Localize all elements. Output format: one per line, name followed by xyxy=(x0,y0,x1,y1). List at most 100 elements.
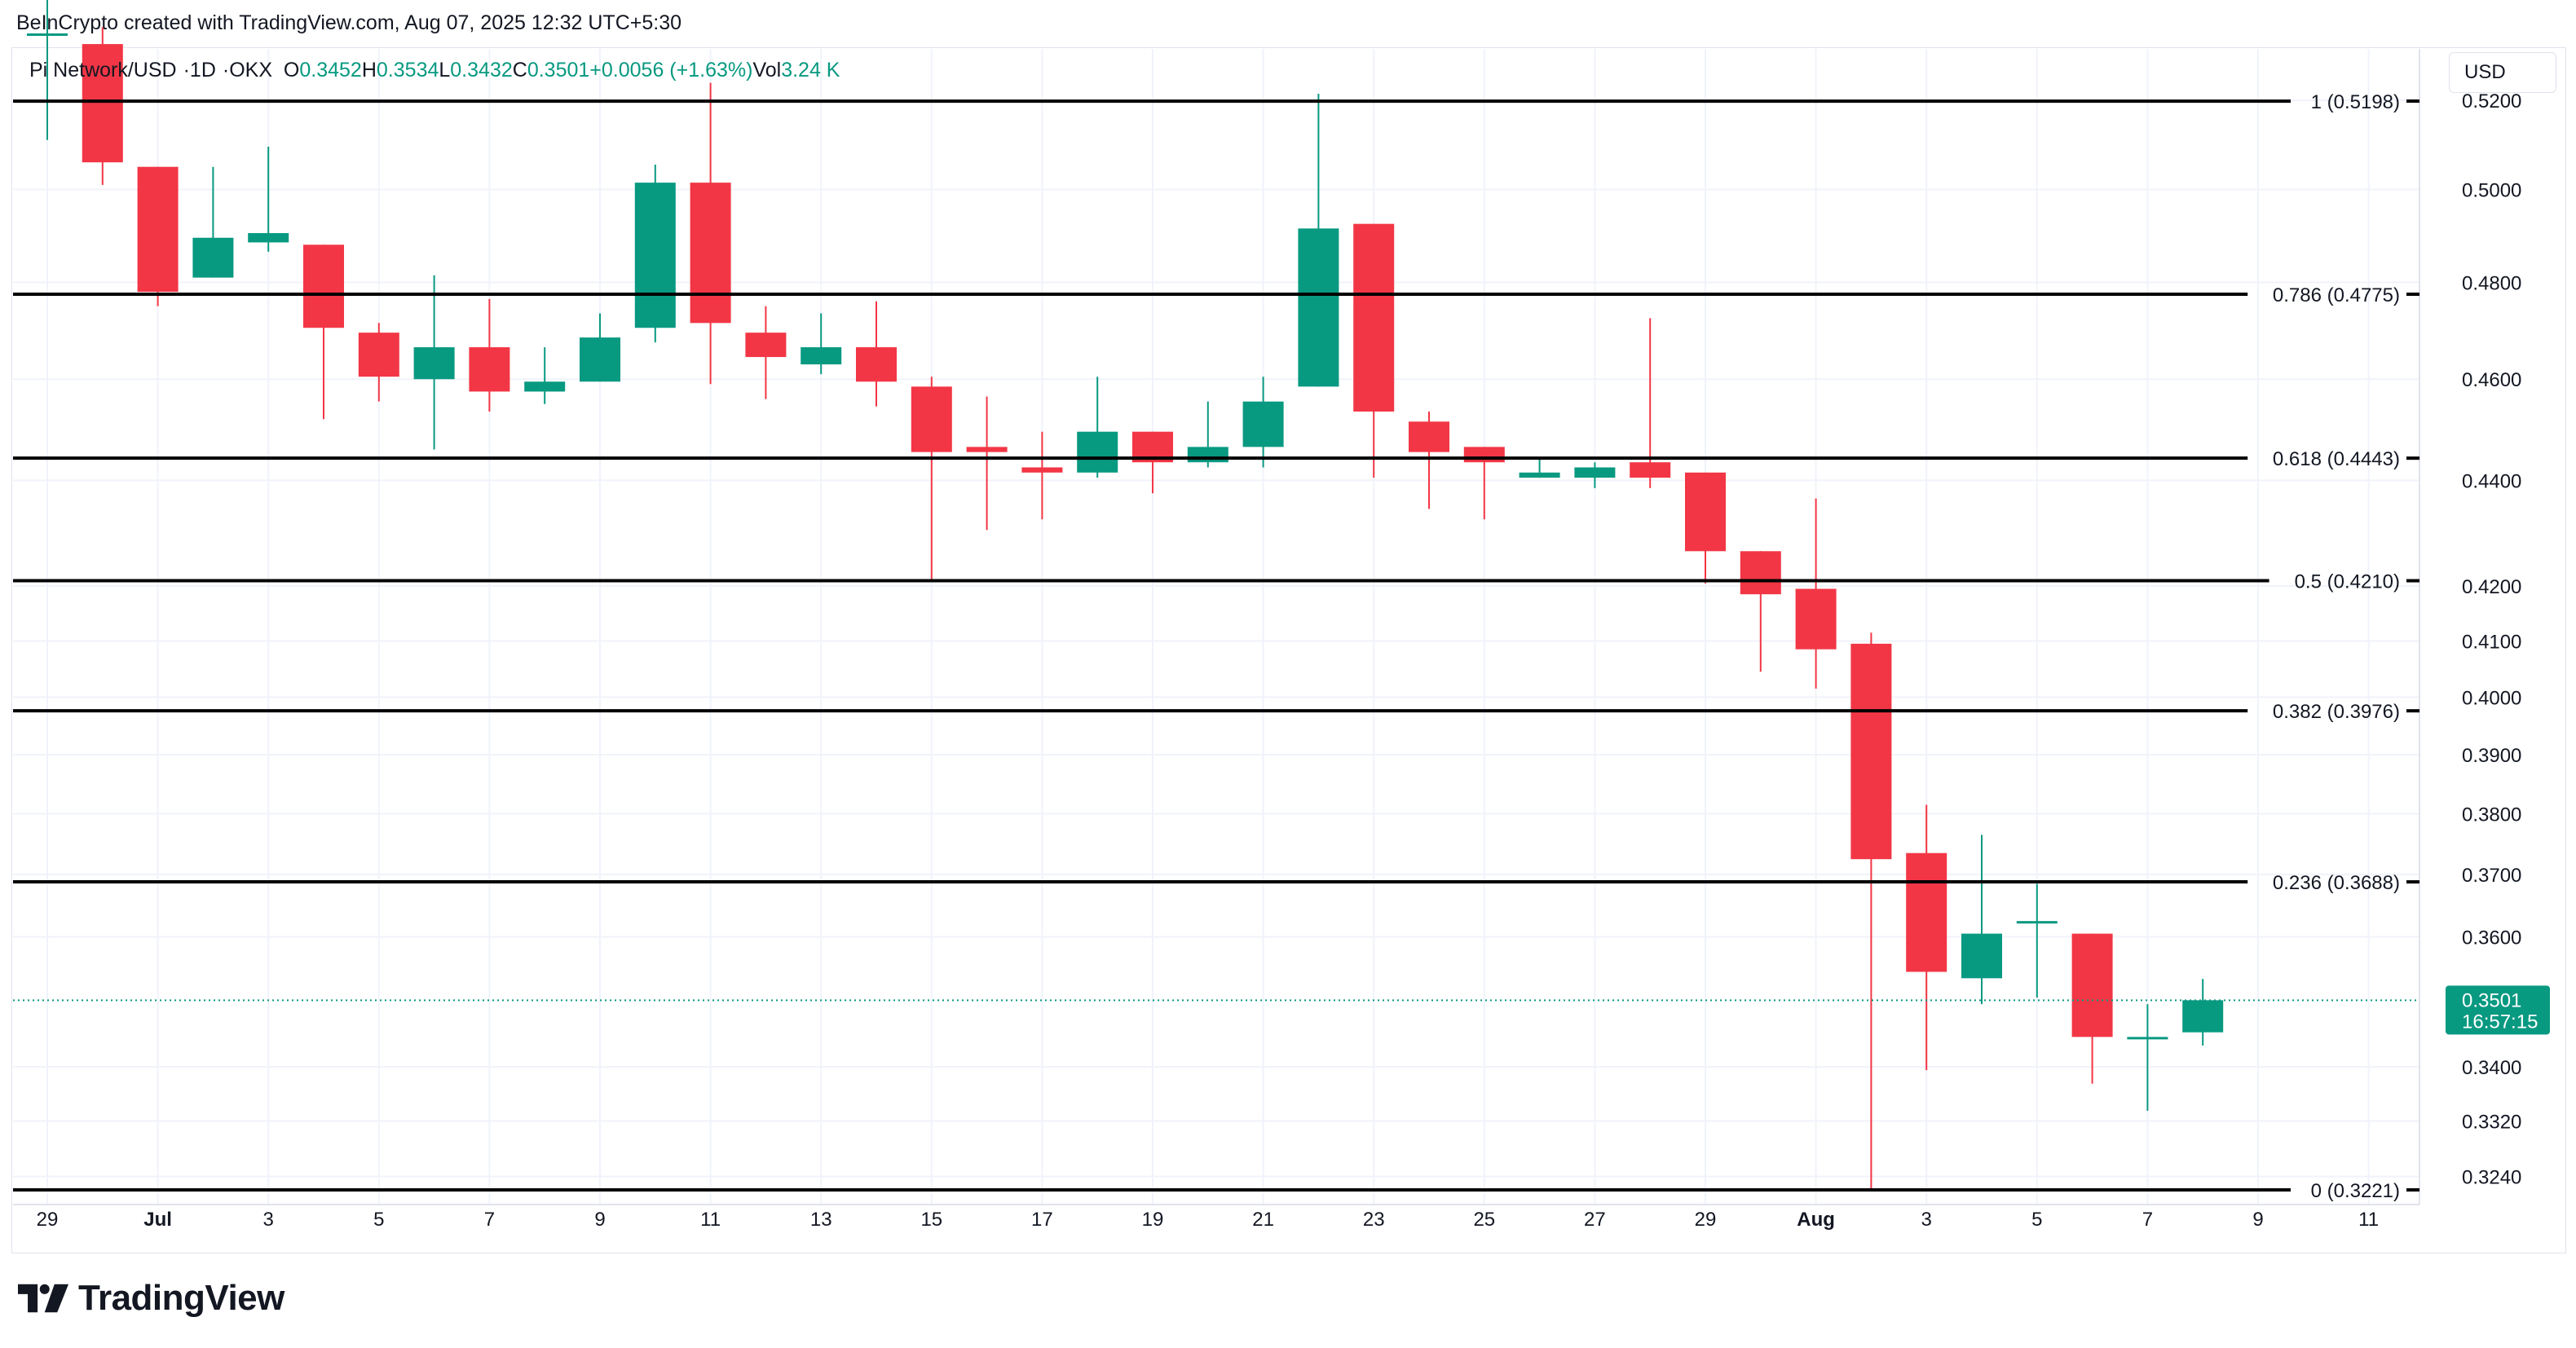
chart-credit: BeInCrypto created with TradingView.com,… xyxy=(16,11,682,34)
candle-body[interactable] xyxy=(358,333,399,377)
candle-body[interactable] xyxy=(1463,447,1505,463)
candle xyxy=(2127,1004,2168,1111)
candle-body[interactable] xyxy=(1795,588,1837,650)
candle xyxy=(580,313,620,382)
candle xyxy=(1906,804,1947,1071)
candle xyxy=(1740,551,1781,672)
candle xyxy=(2182,979,2224,1046)
candle-body[interactable] xyxy=(1409,421,1449,452)
candle-body[interactable] xyxy=(911,386,952,452)
candle-body[interactable] xyxy=(1519,472,1560,478)
candle-body[interactable] xyxy=(2127,1037,2168,1040)
candle-body[interactable] xyxy=(1685,472,1726,552)
fib-level-label: 0 (0.3221) xyxy=(2311,1180,2400,1202)
candle-body[interactable] xyxy=(1850,643,1892,860)
candle-body[interactable] xyxy=(1298,228,1339,387)
candle xyxy=(1242,377,1284,468)
y-tick-label: 0.5200 xyxy=(2462,90,2521,112)
candle xyxy=(413,275,455,450)
candle-body[interactable] xyxy=(469,347,510,392)
candle-body[interactable] xyxy=(137,166,179,293)
candle-body[interactable] xyxy=(580,337,620,382)
candle xyxy=(1021,431,1063,520)
x-tick-label: 15 xyxy=(920,1209,942,1231)
currency-unit-button[interactable]: USD xyxy=(2449,52,2556,93)
x-tick-label: 5 xyxy=(373,1209,384,1231)
candle-body[interactable] xyxy=(1630,462,1671,478)
candle-body[interactable] xyxy=(690,183,731,324)
candle xyxy=(1519,456,1560,478)
x-tick-label: 9 xyxy=(2252,1209,2263,1231)
candle-body[interactable] xyxy=(2016,921,2058,924)
last-price-tag xyxy=(2446,985,2550,1035)
x-tick-label: 29 xyxy=(1695,1209,1717,1231)
fib-level-label: 0.618 (0.4443) xyxy=(2273,448,2400,470)
legend-close-value: 0.3501 xyxy=(527,59,590,81)
candle-body[interactable] xyxy=(634,183,676,328)
candle-body[interactable] xyxy=(1961,933,2002,979)
x-tick-label: 21 xyxy=(1252,1209,1274,1231)
chart-frame xyxy=(11,47,2566,1253)
legend-volume-value: 3.24 K xyxy=(781,59,840,81)
fib-level-label: 0.382 (0.3976) xyxy=(2273,701,2400,723)
candle-body[interactable] xyxy=(745,333,787,358)
candle xyxy=(801,313,842,375)
candlestick-chart[interactable]: 0.3240 0.3320 0.3400 0.3600 0.3700 0.3800 0.39… xyxy=(0,0,2576,1255)
candle-body[interactable] xyxy=(1021,467,1063,473)
y-tick-label: 0.3600 xyxy=(2462,927,2521,949)
y-tick-label: 0.5000 xyxy=(2462,179,2521,201)
x-tick-label: 29 xyxy=(37,1209,59,1231)
y-tick-label: 0.4400 xyxy=(2462,470,2521,492)
candle-body[interactable] xyxy=(1242,401,1284,447)
x-tick-label: 11 xyxy=(2358,1209,2379,1231)
candle-body[interactable] xyxy=(801,347,842,365)
candle-body[interactable] xyxy=(966,447,1008,452)
x-tick-label: 3 xyxy=(1921,1209,1932,1231)
candle xyxy=(27,0,68,140)
legend-interval[interactable]: 1D xyxy=(189,59,216,81)
candle xyxy=(82,27,123,185)
legend-open-value: 0.3452 xyxy=(299,59,362,81)
candle-body[interactable] xyxy=(524,381,566,392)
candle xyxy=(634,164,676,343)
candle xyxy=(745,306,787,399)
candle-body[interactable] xyxy=(1574,467,1616,478)
candle-body[interactable] xyxy=(1187,447,1228,463)
brand-name: TradingView xyxy=(78,1278,285,1318)
candle xyxy=(1630,318,1671,488)
candle xyxy=(1574,462,1616,488)
y-tick-label: 0.4000 xyxy=(2462,687,2521,709)
fib-level-label: 1 (0.5198) xyxy=(2311,91,2400,113)
legend-volume-label: Vol xyxy=(752,59,782,81)
candle-body[interactable] xyxy=(1353,223,1395,412)
legend-close-label: C xyxy=(512,59,527,81)
candle xyxy=(1961,835,2002,1005)
candle xyxy=(1132,431,1173,494)
x-tick-label: 3 xyxy=(263,1209,274,1231)
fib-level-label: 0.236 (0.3688) xyxy=(2273,872,2400,894)
candle-body[interactable] xyxy=(192,237,234,278)
candle-body[interactable] xyxy=(303,244,344,328)
candle-body[interactable] xyxy=(1906,852,1947,972)
candle-body[interactable] xyxy=(1740,551,1781,595)
candle-body[interactable] xyxy=(856,347,897,382)
tradingview-brand[interactable]: TradingView xyxy=(18,1278,285,1319)
y-tick-label: 0.3700 xyxy=(2462,865,2521,887)
x-tick-label: 27 xyxy=(1584,1209,1606,1231)
candle-body[interactable] xyxy=(27,33,68,37)
candle-body[interactable] xyxy=(82,44,123,163)
candle-body[interactable] xyxy=(2182,1000,2224,1033)
candle-body[interactable] xyxy=(248,233,289,243)
candle-body[interactable] xyxy=(2071,933,2113,1037)
fib-level-label: 0.5 (0.4210) xyxy=(2295,571,2400,593)
candle-body[interactable] xyxy=(413,347,455,380)
y-tick-label: 0.4200 xyxy=(2462,576,2521,598)
last-price-value: 0.3501 xyxy=(2462,989,2521,1011)
legend-high-label: H xyxy=(361,59,377,81)
fib-level-label: 0.786 (0.4775) xyxy=(2273,284,2400,306)
legend-symbol[interactable]: Pi Network/USD xyxy=(29,59,177,81)
candle-body[interactable] xyxy=(1077,431,1118,473)
y-tick-label: 0.4100 xyxy=(2462,631,2521,653)
candle xyxy=(966,396,1008,531)
candle xyxy=(911,377,952,581)
